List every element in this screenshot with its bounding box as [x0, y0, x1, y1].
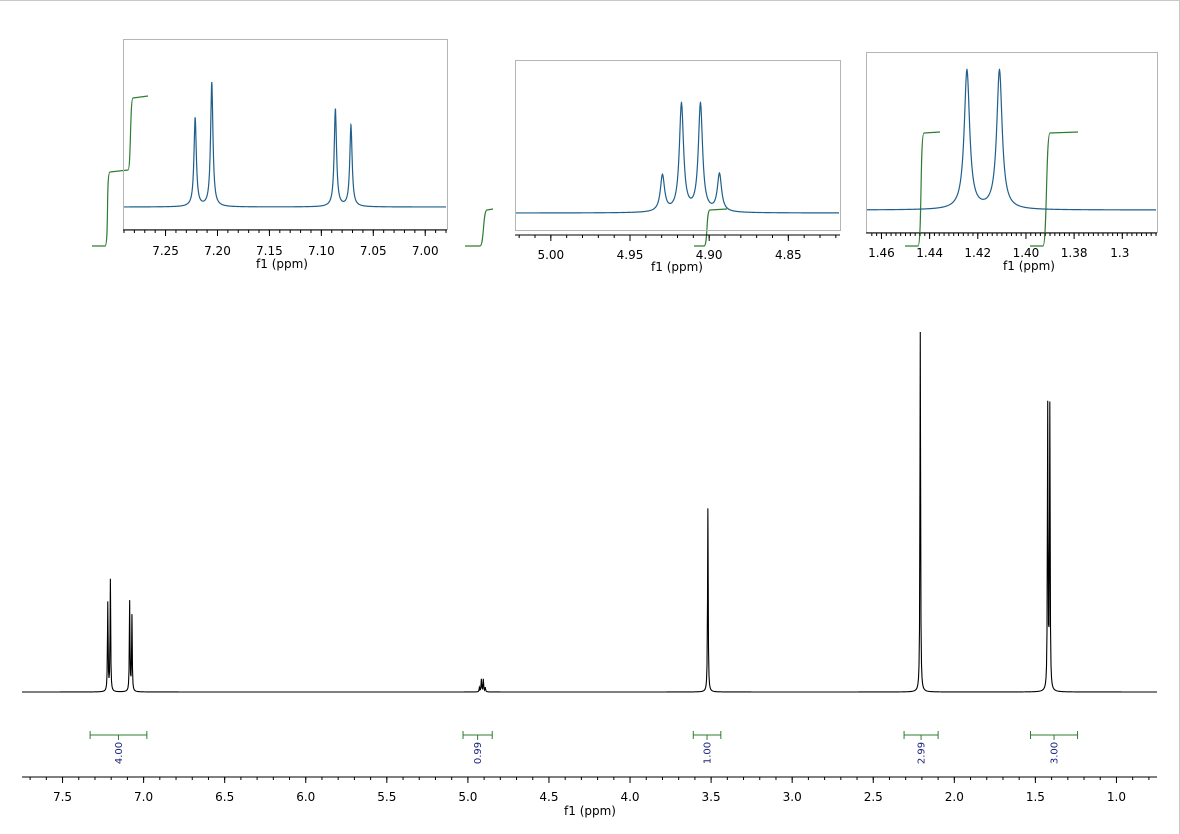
- main-x-tick-label: 7.0: [134, 790, 153, 804]
- inset-x-tick-label: 7.25: [152, 244, 179, 258]
- integral-bracket: 1.00: [692, 731, 722, 764]
- inset-x-tick-label: 4.90: [696, 248, 723, 262]
- main-x-tick-label: 2.5: [864, 790, 883, 804]
- inset-1: 7.25 7.20 7.15 7.10 7.05 7.00 f1 (ppm): [92, 39, 448, 271]
- inset-3: 1.46 1.44 1.42 1.40 1.38 1.3 f1 (ppm): [866, 52, 1158, 273]
- main-spectrum-trace: [22, 331, 1157, 693]
- inset-integral-curve: [905, 131, 941, 247]
- integral-value-label: 4.00: [114, 742, 125, 764]
- integral-value-label: 1.00: [703, 742, 714, 764]
- inset-border: [123, 39, 448, 230]
- inset-x-tick-label: 1.3: [1110, 246, 1129, 260]
- inset-integral-curve: [92, 95, 149, 247]
- inset-x-tick-label: 7.10: [308, 244, 335, 258]
- main-x-tick-label: 1.0: [1107, 790, 1126, 804]
- inset-x-tick-label: 1.40: [1013, 246, 1040, 260]
- inset-x-tick-label: 1.38: [1061, 246, 1088, 260]
- main-x-tick-label: 3.5: [702, 790, 721, 804]
- inset-x-tick-label: 7.00: [412, 244, 439, 258]
- main-x-tick-label: 1.5: [1026, 790, 1045, 804]
- inset-x-axis-title: f1 (ppm): [651, 260, 703, 274]
- main-x-tick-label: 6.0: [296, 790, 315, 804]
- inset-x-tick-label: 1.44: [916, 246, 943, 260]
- inset-2: 5.00 4.95 4.90 4.85 f1 (ppm): [465, 60, 841, 274]
- inset-integral-curve: [1030, 131, 1079, 247]
- main-x-axis-title: f1 (ppm): [564, 804, 616, 818]
- main-x-tick-label: 4.0: [620, 790, 639, 804]
- integral-bracket: 0.99: [462, 731, 493, 764]
- inset-x-tick-label: 7.20: [204, 244, 231, 258]
- integral-bracket: 2.99: [903, 731, 939, 764]
- integral-value-label: 2.99: [917, 742, 928, 764]
- inset-border: [515, 60, 841, 231]
- main-x-tick-label: 2.0: [945, 790, 964, 804]
- integrals: 4.00 0.99 1.00 2.99 3.00: [89, 731, 1079, 764]
- main-x-axis: 7.5 7.0 6.5 6.0 5.5 5.0 4.5 4.0 3.5 3.0 2.5 2.0 1.5 1…: [22, 776, 1157, 818]
- inset-x-tick-label: 5.00: [537, 248, 564, 262]
- inset-x-tick-label: 7.15: [256, 244, 283, 258]
- inset-spectrum-trace: [516, 101, 839, 214]
- inset-x-tick-label: 4.95: [617, 248, 644, 262]
- main-x-tick-label: 6.5: [215, 790, 234, 804]
- inset-x-tick-label: 7.05: [360, 244, 387, 258]
- main-x-tick-label: 7.5: [53, 790, 72, 804]
- inset-spectrum-trace: [867, 68, 1156, 211]
- inset-x-axis-title: f1 (ppm): [256, 257, 308, 271]
- main-spectrum: [22, 331, 1157, 693]
- inset-x-tick-label: 1.46: [868, 246, 895, 260]
- integral-bracket: 4.00: [89, 731, 148, 764]
- inset-x-tick-label: 1.42: [964, 246, 991, 260]
- inset-integral-curve: [465, 208, 494, 247]
- main-x-tick-label: 3.0: [783, 790, 802, 804]
- inset-integral-curve: [694, 208, 728, 247]
- main-x-tick-label: 4.5: [539, 790, 558, 804]
- integral-value-label: 3.00: [1050, 742, 1061, 764]
- inset-x-tick-label: 4.85: [775, 248, 802, 262]
- main-x-tick-label: 5.0: [458, 790, 477, 804]
- integral-value-label: 0.99: [473, 742, 484, 764]
- inset-border: [866, 52, 1158, 233]
- main-x-tick-label: 5.5: [377, 790, 396, 804]
- inset-spectrum-trace: [124, 81, 446, 208]
- inset-x-axis-title: f1 (ppm): [1003, 259, 1055, 273]
- integral-bracket: 3.00: [1030, 731, 1079, 764]
